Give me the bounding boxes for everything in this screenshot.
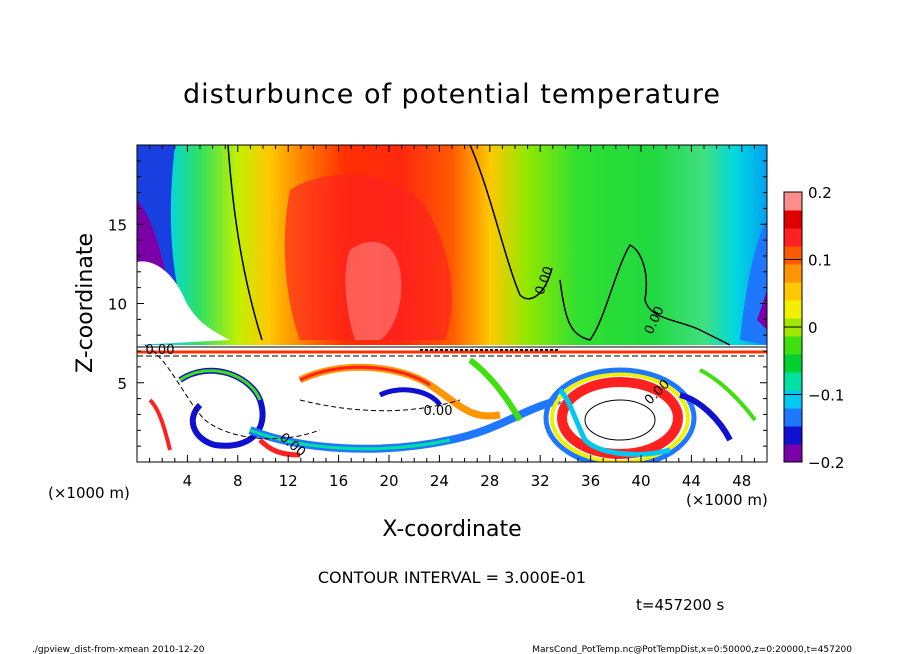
x-tick-label: 20 xyxy=(379,472,398,490)
colorbar-tick-label: 0.1 xyxy=(808,252,832,270)
x-tick-label: 12 xyxy=(279,472,298,490)
colorbar-swatch xyxy=(784,210,802,229)
colorbar-ticks: 0.2 0.1 0 −0.1 −0.2 xyxy=(784,184,844,472)
colorbar-swatch xyxy=(784,390,802,409)
footer-left: ./gpview_dist-from-xmean 2010-12-20 xyxy=(32,645,205,654)
colorbar-tick-label: 0.2 xyxy=(808,184,832,202)
colorbar-swatch xyxy=(784,408,802,427)
colorbar-tick-label: −0.2 xyxy=(808,454,844,472)
y-tick-label: 5 xyxy=(117,375,127,393)
colorbar-swatch xyxy=(784,282,802,301)
x-unit-left: (×1000 m) xyxy=(48,484,130,502)
y-tick-label: 15 xyxy=(108,216,127,234)
y-axis-label: Z-coordinate xyxy=(73,233,98,373)
y-tick-label: 10 xyxy=(108,296,127,314)
x-tick-label: 36 xyxy=(581,472,600,490)
x-axis: 4 8 12 16 20 24 28 32 36 40 44 48 xyxy=(149,145,755,490)
colorbar-swatch xyxy=(784,192,802,211)
x-tick-label: 24 xyxy=(430,472,449,490)
colorbar-swatch xyxy=(784,444,802,463)
colorbar-swatch xyxy=(784,228,802,247)
x-axis-label: X-coordinate xyxy=(382,517,521,542)
y-axis: 5 10 15 xyxy=(108,160,767,447)
colorbar-swatch xyxy=(784,372,802,391)
x-unit-right: (×1000 m) xyxy=(686,491,768,509)
colorbar-tick-label: 0 xyxy=(808,319,818,337)
x-tick-label: 40 xyxy=(631,472,650,490)
time-label: t=457200 s xyxy=(636,596,724,614)
x-tick-label: 32 xyxy=(531,472,550,490)
colorbar-swatch xyxy=(784,264,802,283)
colorbar-swatch xyxy=(784,354,802,373)
x-tick-label: 28 xyxy=(480,472,499,490)
contour-label: 0.00 xyxy=(146,343,175,358)
contour-interval: CONTOUR INTERVAL = 3.000E-01 xyxy=(318,568,586,587)
x-tick-label: 8 xyxy=(233,472,243,490)
chart-title: disturbunce of potential temperature xyxy=(183,79,721,110)
x-tick-label: 4 xyxy=(183,472,193,490)
colorbar-swatch xyxy=(784,246,802,265)
x-tick-label: 16 xyxy=(329,472,348,490)
colorbar xyxy=(784,192,802,463)
heatmap-field xyxy=(137,145,767,462)
colorbar-swatch xyxy=(784,336,802,355)
x-tick-label: 44 xyxy=(682,472,701,490)
colorbar-swatch xyxy=(784,300,802,319)
colorbar-tick-label: −0.1 xyxy=(808,387,844,405)
colorbar-swatch xyxy=(784,426,802,445)
contour-label: 0.00 xyxy=(424,404,453,419)
footer-right: MarsCond_PotTemp.nc@PotTempDist,x=0:5000… xyxy=(532,645,852,654)
x-tick-label: 48 xyxy=(732,472,751,490)
